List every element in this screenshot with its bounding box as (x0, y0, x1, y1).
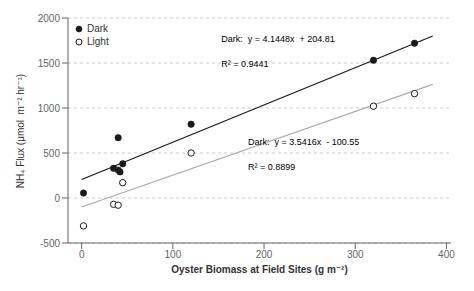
svg-text:400: 400 (438, 249, 455, 260)
html-text:Dark: Dark (87, 23, 109, 34)
html-text:R² = 0.8899: R² = 0.8899 (248, 162, 296, 172)
html-text:NH₄ Flux (μmol m⁻² hr⁻¹): NH₄ Flux (μmol m⁻² hr⁻¹) (15, 73, 26, 188)
svg-text:100: 100 (165, 249, 182, 260)
html-text:Dark: y = 3.5416x - 100.55: Dark: y = 3.5416x - 100.55 (248, 137, 360, 148)
svg-text:1000: 1000 (38, 103, 61, 114)
svg-text:2000: 2000 (38, 13, 61, 24)
svg-text:300: 300 (347, 249, 364, 260)
svg-text:-500: -500 (40, 238, 60, 249)
html-text:Dark: y = 4.1448x + 204.81: Dark: y = 4.1448x + 204.81 (221, 33, 335, 44)
svg-text:1500: 1500 (38, 58, 61, 69)
html-text:Oyster Biomass at Field Sites: Oyster Biomass at Field Sites (g m⁻²) (171, 264, 348, 275)
svg-text:500: 500 (43, 148, 60, 159)
html-text:R² = 0.9441: R² = 0.9441 (221, 58, 269, 69)
svg-text:0: 0 (54, 193, 60, 204)
html-text:Light: Light (87, 36, 109, 47)
svg-text:0: 0 (79, 249, 85, 260)
svg-text:200: 200 (256, 249, 273, 260)
